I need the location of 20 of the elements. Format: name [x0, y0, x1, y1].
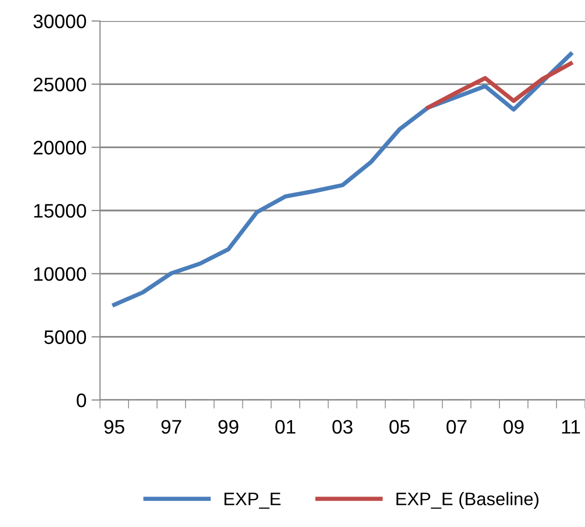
- y-tick-label: 15000: [34, 204, 86, 218]
- x-tick-label: 09: [504, 420, 524, 434]
- x-tick-label: 05: [390, 420, 410, 434]
- x-tick-label: 03: [332, 420, 352, 434]
- x-tick-label: 95: [104, 420, 124, 434]
- line-series: [112, 52, 573, 307]
- legend-label: EXP_E (Baseline): [396, 492, 538, 509]
- x-tick-label: 07: [446, 420, 466, 434]
- x-tick-label: 01: [275, 420, 296, 434]
- y-tick-label: 25000: [34, 78, 86, 92]
- legend-label: EXP_E: [224, 492, 281, 509]
- x-tick-label: 11: [562, 420, 580, 434]
- y-tick-label: 5000: [44, 330, 86, 344]
- x-tick-label: 99: [218, 420, 238, 434]
- y-tick-label: 30000: [33, 14, 86, 28]
- y-tick-label: 10000: [34, 267, 86, 281]
- y-tick-label: 20000: [34, 140, 86, 155]
- x-tick-label: 97: [161, 420, 182, 434]
- y-tick-label: 0: [76, 393, 86, 408]
- line-series: [426, 61, 573, 110]
